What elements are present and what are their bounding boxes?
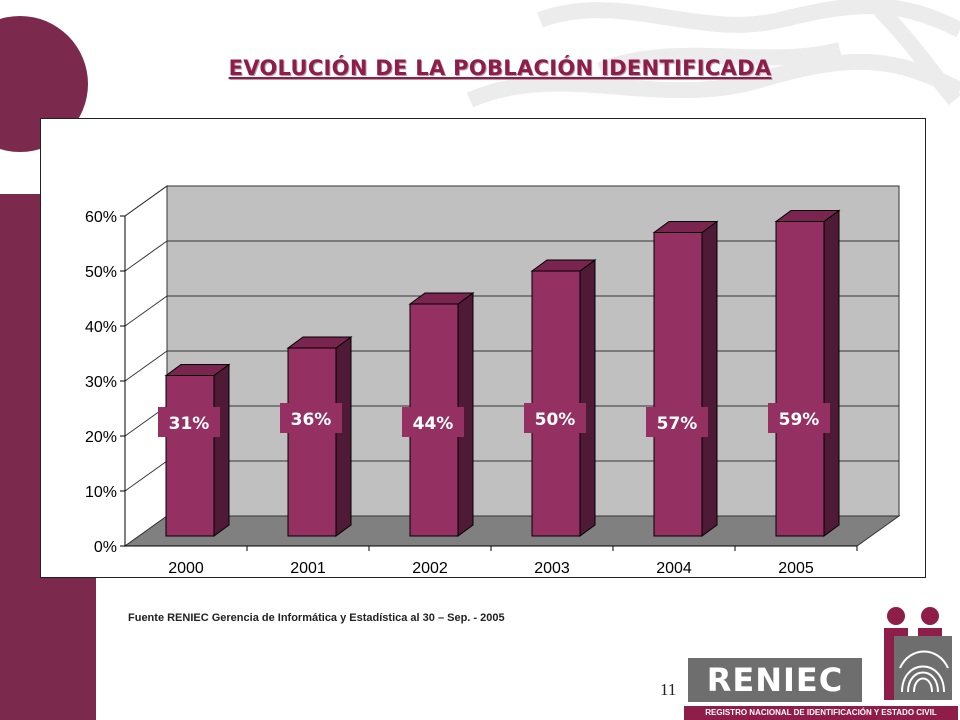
data-label-box — [646, 407, 708, 437]
x-tick-label: 2003 — [534, 560, 570, 577]
reniec-subtitle: REGISTRO NACIONAL DE IDENTIFICACIÓN Y ES… — [684, 706, 958, 720]
page-number: 11 — [660, 680, 677, 699]
bar-2005 — [775, 221, 825, 537]
x-tick-label: 2000 — [168, 560, 204, 577]
data-label-box — [158, 407, 220, 437]
bar-2004 — [653, 232, 703, 537]
left-circle-decoration — [0, 16, 88, 152]
y-tick-label: 40% — [85, 319, 117, 336]
data-label: 57% — [657, 414, 698, 434]
bar-side — [579, 259, 596, 537]
gridline-side — [124, 350, 168, 382]
reniec-wordmark: RENIEC — [686, 656, 864, 704]
data-label-box — [524, 403, 586, 433]
gridline-side — [124, 240, 168, 272]
chart-area: 0% 10% 20% 30% 40% 50% 60% 2000 31% 2001 36% 2002 44… — [40, 118, 926, 578]
bar-side — [213, 363, 230, 537]
bar-2000 — [165, 375, 215, 537]
bar-side — [823, 209, 840, 537]
bar-side — [335, 336, 352, 537]
reniec-emblem-icon — [884, 607, 952, 700]
data-label-box — [768, 403, 830, 433]
data-label: 50% — [535, 410, 576, 430]
y-tick-label: 10% — [85, 484, 117, 501]
x-tick-label: 2005 — [778, 560, 814, 577]
y-tick-label: 20% — [85, 429, 117, 446]
bar-chart: 0% 10% 20% 30% 40% 50% 60% 2000 31% 2001 36% 2002 44… — [85, 185, 901, 577]
y-tick-label: 50% — [85, 264, 117, 281]
data-label: 44% — [413, 414, 454, 434]
slide-title: EVOLUCIÓN DE LA POBLACIÓN IDENTIFICADA — [228, 56, 772, 80]
background-swirl-pattern — [466, 0, 960, 108]
gridline-side — [124, 185, 168, 217]
bar-side — [701, 220, 718, 537]
bar-2001 — [287, 347, 337, 537]
data-label-box — [280, 403, 342, 433]
y-tick-label: 30% — [85, 374, 117, 391]
y-tick-label: 0% — [94, 539, 117, 556]
x-tick-label: 2002 — [412, 560, 448, 577]
data-label: 36% — [291, 410, 332, 430]
x-tick-label: 2004 — [656, 560, 692, 577]
gridline-side — [124, 295, 168, 327]
data-label: 59% — [779, 410, 820, 430]
gridline-side — [124, 460, 168, 492]
source-note: Fuente RENIEC Gerencia de Informática y … — [128, 612, 505, 624]
y-tick-label: 60% — [85, 209, 117, 226]
data-label: 31% — [169, 414, 210, 434]
data-label-box — [402, 407, 464, 437]
x-tick-label: 2001 — [290, 560, 326, 577]
reniec-logo: RENIEC REGISTRO NACIONAL DE IDENTIFICACI… — [684, 606, 958, 720]
